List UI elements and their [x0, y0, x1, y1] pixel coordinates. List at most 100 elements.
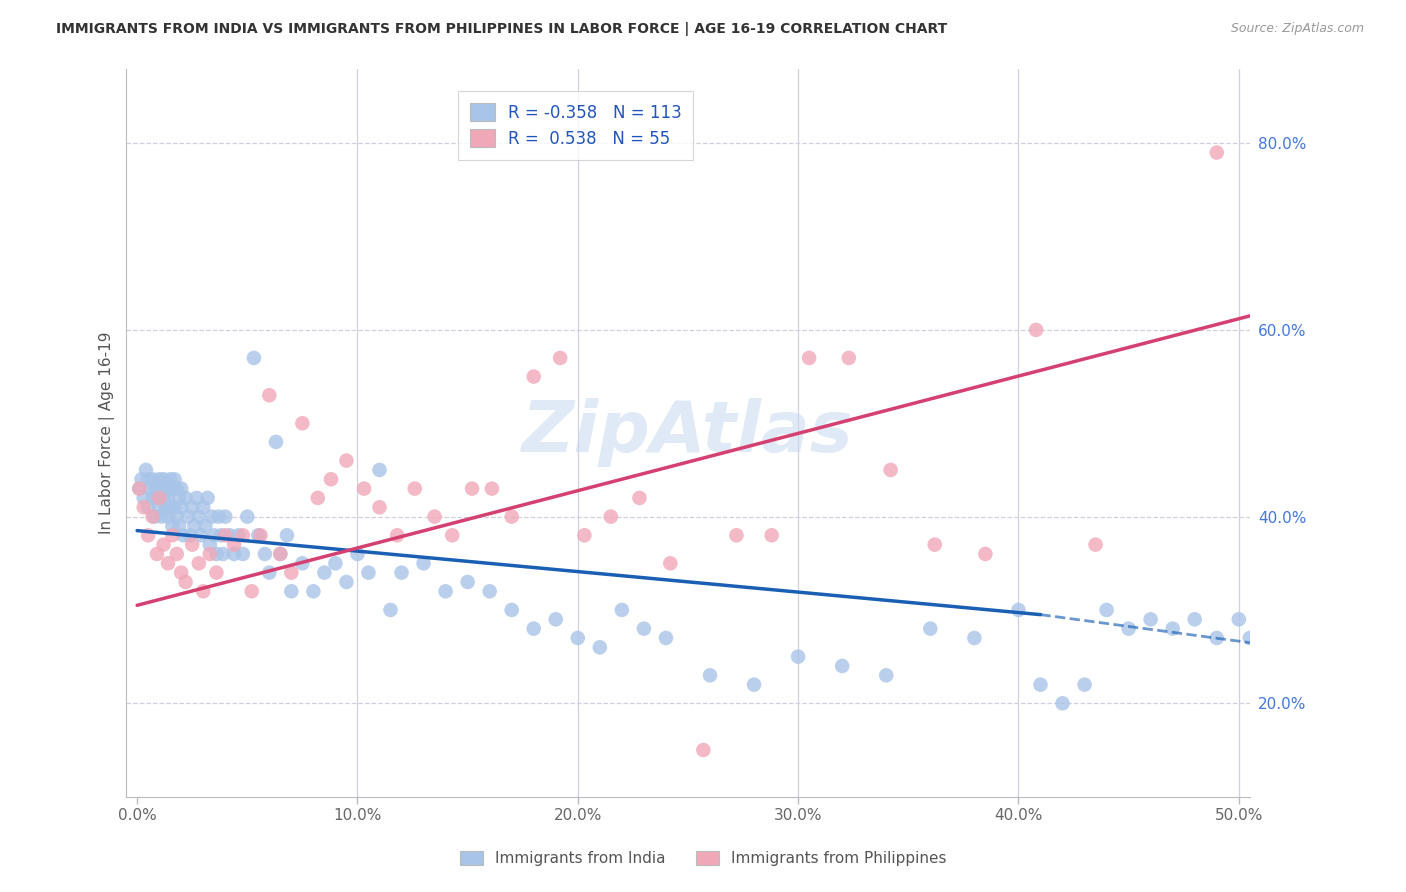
Point — [198, 547, 221, 561]
Point — [181, 538, 204, 552]
Point — [177, 509, 200, 524]
Point — [1205, 631, 1227, 645]
Point — [920, 622, 942, 636]
Point — [633, 622, 655, 636]
Point — [1227, 612, 1250, 626]
Point — [1118, 622, 1140, 636]
Point — [222, 538, 245, 552]
Point — [228, 528, 250, 542]
Point — [156, 556, 179, 570]
Point — [197, 491, 219, 505]
Point — [148, 500, 170, 515]
Point — [368, 500, 391, 515]
Point — [170, 500, 193, 515]
Point — [174, 574, 197, 589]
Point — [166, 482, 188, 496]
Point — [412, 556, 434, 570]
Point — [725, 528, 748, 542]
Point — [1250, 622, 1272, 636]
Point — [212, 547, 235, 561]
Point — [132, 500, 155, 515]
Point — [159, 500, 181, 515]
Point — [198, 538, 221, 552]
Point — [1261, 640, 1284, 655]
Point — [146, 547, 169, 561]
Point — [831, 659, 853, 673]
Point — [628, 491, 651, 505]
Point — [162, 519, 184, 533]
Point — [380, 603, 402, 617]
Point — [152, 538, 174, 552]
Point — [659, 556, 682, 570]
Point — [307, 491, 329, 505]
Point — [163, 472, 186, 486]
Point — [170, 482, 193, 496]
Point — [1316, 771, 1339, 785]
Point — [319, 472, 342, 486]
Point — [193, 584, 215, 599]
Point — [166, 547, 188, 561]
Point — [128, 482, 150, 496]
Point — [135, 463, 157, 477]
Point — [441, 528, 464, 542]
Point — [179, 528, 201, 542]
Point — [461, 482, 484, 496]
Legend: R = -0.358   N = 113, R =  0.538   N = 55: R = -0.358 N = 113, R = 0.538 N = 55 — [458, 91, 693, 160]
Point — [699, 668, 721, 682]
Point — [222, 547, 245, 561]
Point — [761, 528, 783, 542]
Point — [1161, 622, 1184, 636]
Point — [434, 584, 457, 599]
Point — [163, 500, 186, 515]
Point — [141, 509, 163, 524]
Point — [156, 509, 179, 524]
Point — [132, 491, 155, 505]
Point — [141, 472, 163, 486]
Point — [183, 519, 205, 533]
Point — [139, 482, 162, 496]
Point — [159, 472, 181, 486]
Point — [1294, 622, 1316, 636]
Point — [259, 388, 281, 402]
Point — [335, 574, 357, 589]
Text: IMMIGRANTS FROM INDIA VS IMMIGRANTS FROM PHILIPPINES IN LABOR FORCE | AGE 16-19 : IMMIGRANTS FROM INDIA VS IMMIGRANTS FROM… — [56, 22, 948, 37]
Point — [148, 472, 170, 486]
Point — [193, 500, 215, 515]
Point — [232, 547, 254, 561]
Point — [1139, 612, 1161, 626]
Point — [128, 482, 150, 496]
Point — [253, 547, 276, 561]
Point — [1029, 678, 1052, 692]
Point — [478, 584, 501, 599]
Point — [1095, 603, 1118, 617]
Point — [589, 640, 612, 655]
Point — [170, 566, 193, 580]
Point — [501, 509, 523, 524]
Legend: Immigrants from India, Immigrants from Philippines: Immigrants from India, Immigrants from P… — [451, 843, 955, 873]
Point — [232, 528, 254, 542]
Point — [325, 556, 347, 570]
Point — [1073, 678, 1095, 692]
Text: ZipAtlas: ZipAtlas — [522, 398, 853, 467]
Point — [335, 453, 357, 467]
Point — [205, 566, 228, 580]
Point — [269, 547, 291, 561]
Point — [187, 509, 209, 524]
Point — [146, 491, 169, 505]
Point — [501, 603, 523, 617]
Point — [280, 566, 302, 580]
Point — [240, 584, 263, 599]
Point — [787, 649, 810, 664]
Point — [291, 417, 314, 431]
Point — [302, 584, 325, 599]
Point — [150, 482, 173, 496]
Point — [1271, 631, 1294, 645]
Point — [167, 491, 190, 505]
Point — [875, 668, 897, 682]
Point — [214, 509, 236, 524]
Point — [280, 584, 302, 599]
Point — [523, 622, 546, 636]
Point — [136, 472, 159, 486]
Point — [481, 482, 503, 496]
Point — [136, 528, 159, 542]
